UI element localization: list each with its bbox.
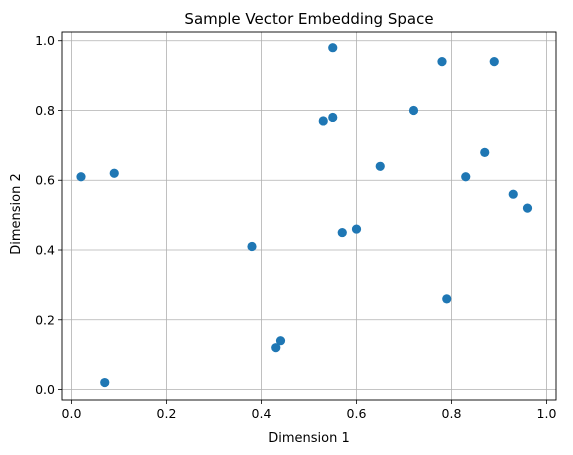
chart-title: Sample Vector Embedding Space xyxy=(184,10,433,28)
data-point xyxy=(480,147,490,157)
data-point xyxy=(318,116,328,126)
x-axis-label: Dimension 1 xyxy=(268,431,350,446)
x-tick-label: 0.2 xyxy=(157,406,177,421)
data-point xyxy=(522,203,533,213)
y-tick-label: 1.0 xyxy=(35,33,55,48)
y-tick-label: 0.8 xyxy=(35,103,55,118)
data-point xyxy=(328,43,338,53)
data-point xyxy=(508,189,518,199)
data-point xyxy=(408,105,419,116)
data-points xyxy=(76,43,533,388)
plot-frame xyxy=(61,31,557,401)
x-tick-label: 0.0 xyxy=(62,406,82,421)
data-point xyxy=(437,57,447,67)
y-tick-label: 0.2 xyxy=(35,312,55,327)
x-tick-label: 0.8 xyxy=(442,406,462,421)
data-point xyxy=(271,343,281,353)
data-point xyxy=(337,227,347,238)
x-tick-label: 0.4 xyxy=(252,406,272,421)
data-point xyxy=(328,112,338,123)
y-tick-label: 0.4 xyxy=(35,243,55,258)
data-point xyxy=(76,172,86,182)
data-point xyxy=(351,224,362,234)
data-point xyxy=(247,241,257,252)
data-point xyxy=(275,336,286,346)
y-axis-label: Dimension 2 xyxy=(9,173,24,255)
data-point xyxy=(442,294,452,304)
data-point xyxy=(489,57,499,67)
data-point xyxy=(109,168,119,178)
data-point xyxy=(100,377,110,388)
data-point xyxy=(461,172,471,182)
x-tick-label: 0.6 xyxy=(347,406,367,421)
data-point xyxy=(375,161,385,171)
grid xyxy=(62,32,556,400)
y-tick-label: 0.0 xyxy=(35,382,55,397)
x-tick-label: 1.0 xyxy=(537,406,557,421)
axis-ticks: 0.0 0.2 0.4 0.6 0.8 1.0 0.0 0.2 0.4 0.6 0.8 1.0 xyxy=(35,33,556,421)
y-tick-label: 0.6 xyxy=(35,173,55,188)
